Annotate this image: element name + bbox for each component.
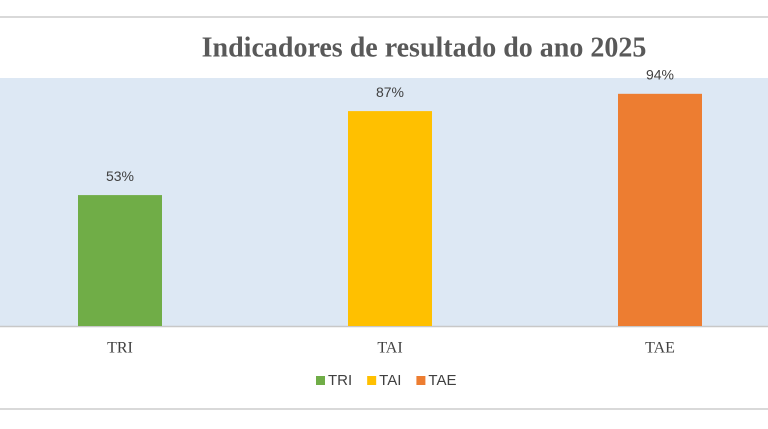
chart-title: Indicadores de resultado do ano 2025: [202, 32, 647, 63]
x-tick-label: TAI: [377, 340, 402, 357]
legend-label: TAE: [428, 372, 456, 389]
bar: [348, 111, 432, 326]
legend-label: TRI: [328, 372, 352, 389]
data-label: 53%: [106, 168, 134, 184]
bar: [618, 93, 702, 326]
x-tick-label: TAE: [645, 340, 675, 357]
legend-label: TAI: [379, 372, 401, 389]
data-label: 94%: [646, 67, 674, 83]
legend-swatch: [416, 376, 426, 385]
x-tick-label: TRI: [107, 340, 133, 357]
legend-swatch: [367, 376, 377, 385]
data-label: 87%: [376, 84, 404, 100]
legend-swatch: [316, 376, 325, 385]
bar: [78, 195, 162, 326]
